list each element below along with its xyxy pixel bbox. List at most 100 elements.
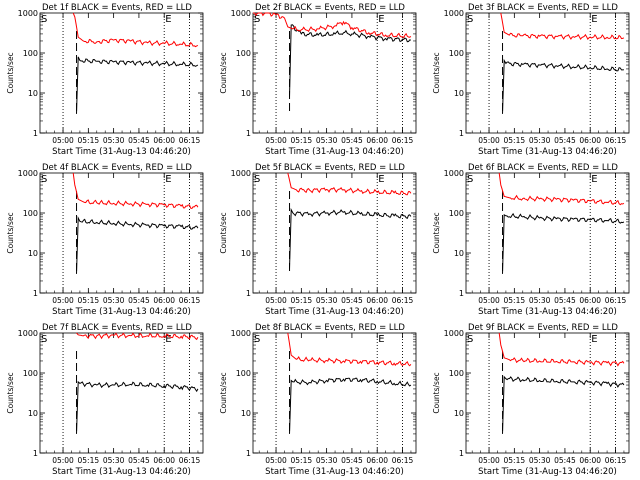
plot-frame [252, 332, 417, 454]
y-tick-label: 1 [459, 449, 464, 458]
x-tick-label: 05:45 [341, 456, 363, 465]
y-tick-label: 100 [23, 369, 38, 378]
y-tick-label: 10 [241, 249, 251, 258]
y-tick-label: 1000 [231, 169, 251, 178]
x-tick-label: 05:45 [341, 136, 363, 145]
x-tick-label: 05:45 [554, 296, 576, 305]
y-tick-label: 100 [449, 369, 464, 378]
x-axis-label: Start Time (31-Aug-13 04:46:20) [52, 467, 191, 477]
x-tick-label: 05:45 [341, 296, 363, 305]
y-axis-label: Counts/sec [432, 52, 441, 93]
y-tick-label: 1 [246, 129, 251, 138]
start-marker: S [41, 14, 47, 25]
x-tick-label: 06:00 [579, 136, 601, 145]
y-tick-label: 100 [23, 49, 38, 58]
x-tick-label: 05:30 [316, 456, 338, 465]
x-tick-label: 05:30 [316, 136, 338, 145]
x-tick-label: 05:15 [291, 296, 313, 305]
panel-title: Det 9f BLACK = Events, RED = LLD [468, 323, 618, 333]
y-tick-label: 10 [241, 89, 251, 98]
y-axis-label: Counts/sec [219, 372, 228, 413]
x-tick-label: 05:15 [291, 136, 313, 145]
y-tick-label: 1000 [444, 329, 464, 338]
events-series-line [502, 375, 625, 434]
x-tick-label: 05:30 [103, 136, 125, 145]
y-tick-label: 1000 [18, 329, 38, 338]
y-tick-label: 1 [33, 289, 38, 298]
panel-9: Det 9f BLACK = Events, RED = LLD 1 10 100 10… [432, 323, 630, 477]
plot-frame [39, 12, 204, 134]
x-tick-label: 06:15 [605, 456, 627, 465]
y-tick-label: 1 [246, 289, 251, 298]
start-marker: S [41, 174, 47, 185]
x-tick-label: 06:00 [579, 456, 601, 465]
x-tick-label: 05:30 [529, 296, 551, 305]
events-series-line [289, 377, 412, 434]
y-tick-label: 1 [33, 129, 38, 138]
y-tick-label: 10 [454, 249, 464, 258]
x-tick-label: 06:15 [179, 136, 201, 145]
events-series-line [289, 207, 412, 269]
y-tick-label: 10 [454, 409, 464, 418]
x-tick-label: 06:15 [392, 456, 414, 465]
x-axis-label: Start Time (31-Aug-13 04:46:20) [52, 307, 191, 317]
y-tick-label: 10 [28, 89, 38, 98]
plot-frame [39, 332, 204, 454]
events-series-line [502, 58, 624, 114]
x-tick-label: 05:45 [554, 456, 576, 465]
x-tick-label: 06:00 [579, 296, 601, 305]
panel-7: Det 7f BLACK = Events, RED = LLD 1 10 100 10… [6, 323, 204, 477]
panel-1: Det 1f BLACK = Events, RED = LLD 1 10 100 10… [6, 3, 204, 157]
panel-title: Det 3f BLACK = Events, RED = LLD [468, 3, 618, 13]
x-axis-label: Start Time (31-Aug-13 04:46:20) [478, 147, 617, 157]
end-marker: E [165, 14, 171, 25]
x-tick-label: 05:00 [478, 136, 500, 145]
x-tick-label: 05:15 [504, 296, 526, 305]
panel-title: Det 4f BLACK = Events, RED = LLD [42, 163, 192, 173]
start-marker: S [467, 14, 473, 25]
y-axis-label: Counts/sec [6, 372, 15, 413]
x-tick-label: 05:15 [78, 456, 100, 465]
x-tick-label: 06:00 [153, 296, 175, 305]
y-tick-label: 10 [28, 409, 38, 418]
start-marker: S [467, 334, 473, 345]
x-tick-label: 05:00 [265, 456, 287, 465]
x-tick-label: 05:15 [78, 296, 100, 305]
panel-5: Det 5f BLACK = Events, RED = LLD 1 10 100 10… [219, 163, 417, 317]
x-tick-label: 06:15 [605, 296, 627, 305]
lld-series-line [498, 332, 625, 367]
end-marker: E [591, 174, 597, 185]
y-tick-label: 1000 [231, 9, 251, 18]
x-axis-label: Start Time (31-Aug-13 04:46:20) [478, 467, 617, 477]
y-tick-label: 1000 [18, 169, 38, 178]
x-tick-label: 06:15 [179, 296, 201, 305]
y-tick-label: 100 [236, 209, 251, 218]
y-tick-label: 10 [454, 89, 464, 98]
y-tick-label: 10 [28, 249, 38, 258]
lld-series-line [287, 332, 412, 367]
y-tick-label: 1000 [231, 329, 251, 338]
y-tick-label: 1000 [444, 169, 464, 178]
start-marker: S [254, 334, 260, 345]
start-marker: S [254, 14, 260, 25]
events-series-line [502, 212, 625, 274]
lld-series-line [72, 172, 199, 209]
x-tick-label: 06:15 [392, 296, 414, 305]
x-tick-label: 05:45 [554, 136, 576, 145]
x-tick-label: 05:15 [504, 136, 526, 145]
x-tick-label: 05:45 [128, 136, 150, 145]
plot-frame [39, 172, 204, 294]
y-axis-label: Counts/sec [6, 212, 15, 253]
events-series-line [76, 216, 199, 274]
x-tick-label: 05:00 [52, 136, 74, 145]
y-axis-label: Counts/sec [219, 212, 228, 253]
y-tick-label: 1 [459, 129, 464, 138]
x-tick-label: 05:00 [52, 456, 74, 465]
events-series-line [289, 24, 411, 97]
end-marker: E [378, 334, 384, 345]
start-marker: S [41, 334, 47, 345]
start-marker: S [254, 174, 260, 185]
y-axis-label: Counts/sec [432, 212, 441, 253]
lld-series-line [287, 172, 412, 196]
